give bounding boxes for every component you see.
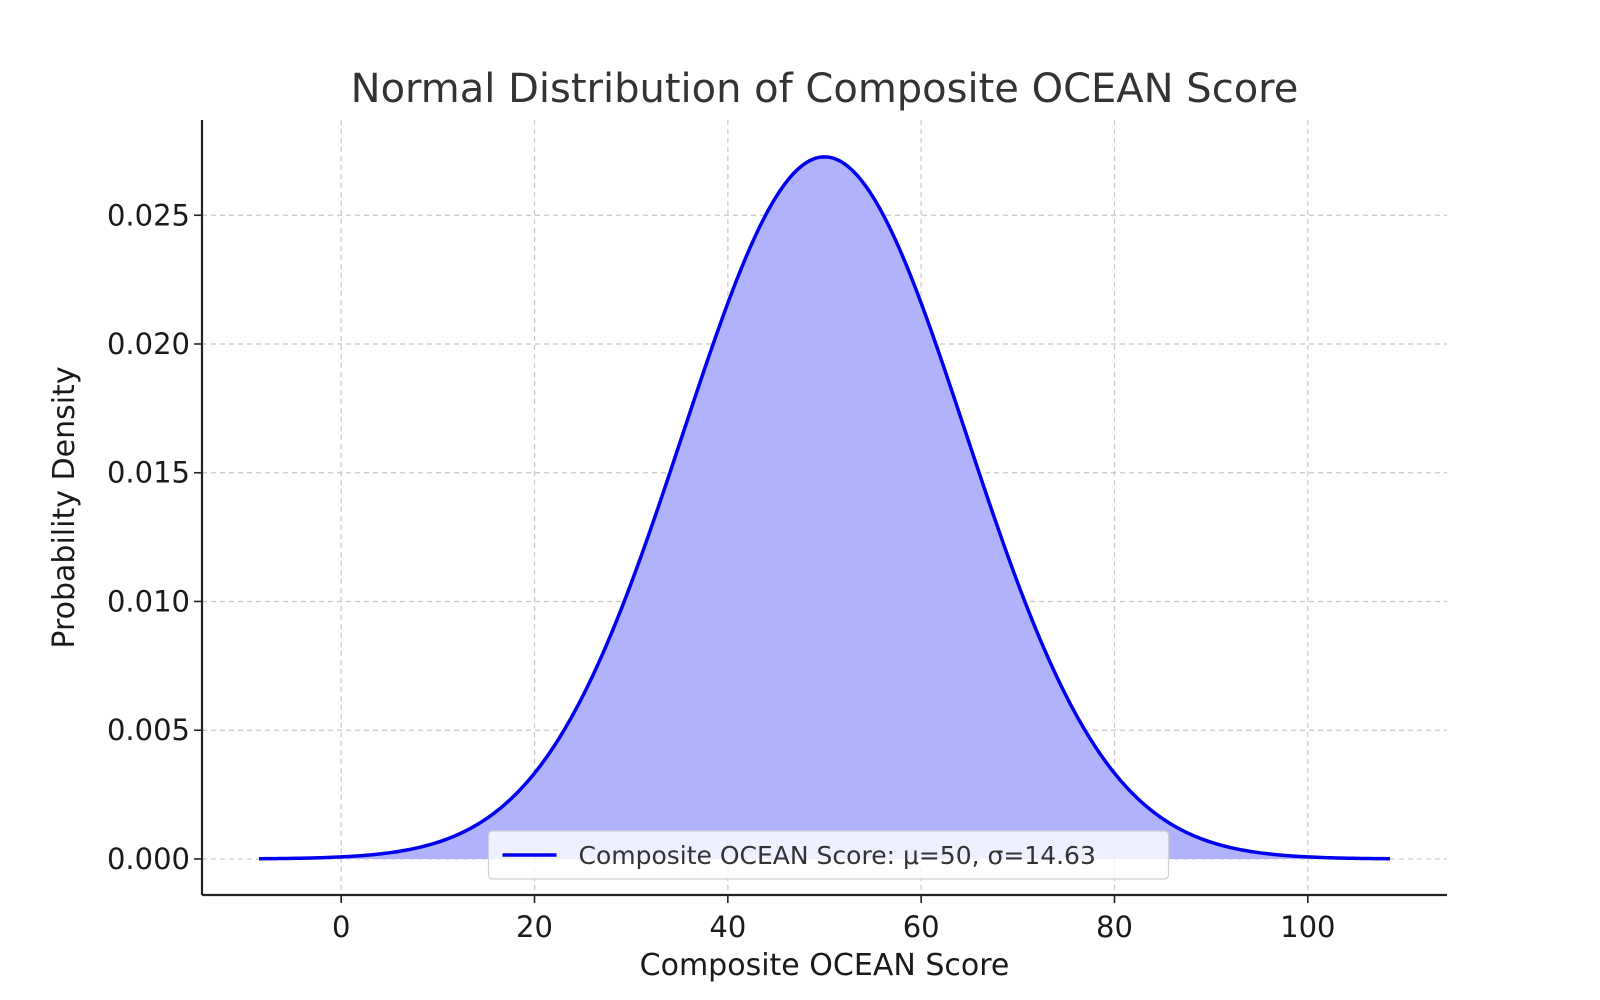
x-tick-label: 100 bbox=[1280, 910, 1335, 944]
y-tick-label: 0.025 bbox=[107, 198, 190, 232]
density-area bbox=[259, 156, 1390, 859]
x-tick-label: 40 bbox=[709, 910, 746, 944]
y-tick-label: 0.020 bbox=[107, 327, 190, 361]
y-tick-label: 0.015 bbox=[107, 456, 190, 490]
chart-title: Normal Distribution of Composite OCEAN S… bbox=[351, 66, 1299, 112]
density-curve bbox=[259, 155, 1390, 861]
x-tick-label: 80 bbox=[1096, 910, 1133, 944]
y-tick-label: 0.005 bbox=[107, 713, 190, 747]
x-axis-ticks: 0 20 40 60 80 100 bbox=[332, 895, 1335, 944]
x-tick-label: 60 bbox=[903, 910, 940, 944]
x-tick-label: 20 bbox=[516, 910, 553, 944]
legend-box bbox=[487, 830, 1170, 880]
y-axis-title: Probability Density bbox=[47, 366, 82, 648]
legend: Composite OCEAN Score: μ=50, σ=14.63 bbox=[487, 830, 1170, 880]
y-axis-ticks: 0.000 0.005 0.010 0.015 0.020 0.025 bbox=[107, 198, 202, 876]
x-axis-title: Composite OCEAN Score bbox=[640, 948, 1010, 983]
y-tick-label: 0.010 bbox=[107, 584, 190, 618]
x-tick-label: 0 bbox=[332, 910, 350, 944]
legend-label: Composite OCEAN Score: μ=50, σ=14.63 bbox=[579, 841, 1096, 870]
y-tick-label: 0.000 bbox=[107, 842, 190, 876]
